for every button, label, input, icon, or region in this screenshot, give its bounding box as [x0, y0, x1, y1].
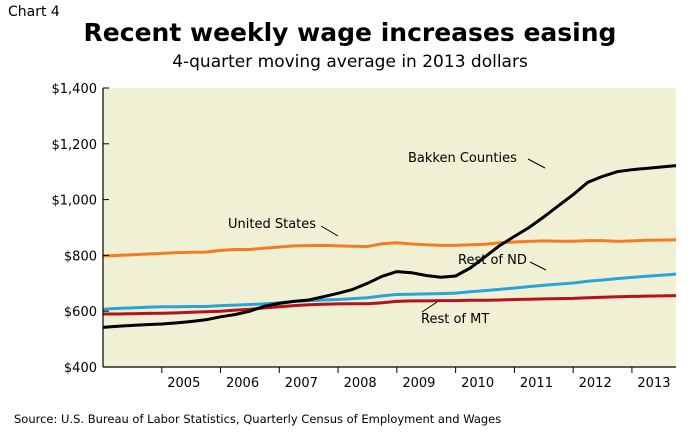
series-line-bakken-counties [102, 164, 677, 329]
x-tick-label: 2008 [344, 376, 377, 391]
series-lines [102, 164, 677, 329]
chart-number-label: Chart 4 [8, 4, 60, 20]
y-tick-label: $800 [64, 249, 97, 264]
source-note: Source: U.S. Bureau of Labor Statistics,… [14, 412, 502, 426]
x-tick-label: 2012 [579, 376, 612, 391]
x-tick-label: 2011 [520, 376, 553, 391]
annotation-rest-of-mt: Rest of MT [421, 312, 489, 327]
leader-line-rest-of-nd [529, 261, 547, 271]
y-tick-label: $1,000 [52, 194, 98, 209]
series-line-rest-of-mt [103, 294, 677, 316]
x-tick-label: 2005 [167, 376, 200, 391]
annotation-bakken-counties: Bakken Counties [408, 151, 517, 166]
plot-area [103, 88, 676, 367]
x-tick-label: 2007 [285, 376, 318, 391]
y-tick-label: $1,400 [52, 82, 98, 97]
chart-title: Recent weekly wage increases easing [83, 18, 617, 47]
leader-line-bakken-counties [527, 158, 546, 169]
x-tick-label: 2009 [402, 376, 435, 391]
chart-subtitle: 4-quarter moving average in 2013 dollars [172, 52, 528, 72]
y-axis-ticks: $400 $600 $800 $1,000 $1,200 $1,400 [52, 82, 109, 376]
y-tick-label: $600 [64, 305, 97, 320]
leader-line-united-states [320, 225, 339, 237]
leader-line-rest-of-mt [421, 301, 438, 313]
y-tick-label: $400 [64, 361, 97, 376]
annotation-united-states: United States [228, 217, 316, 232]
annotations: Bakken Counties United States Rest of ND… [228, 151, 547, 327]
x-axis-ticks: 2005 2006 2007 2008 2009 2010 2011 2012 2013 [161, 367, 671, 391]
x-tick-label: 2010 [461, 376, 494, 391]
series-line-united-states [102, 238, 677, 258]
y-tick-label: $1,200 [52, 138, 98, 153]
annotation-rest-of-nd: Rest of ND [458, 253, 527, 268]
x-tick-label: 2013 [637, 376, 670, 391]
x-tick-label: 2006 [226, 376, 259, 391]
series-line-rest-of-nd [102, 272, 677, 311]
axes [102, 88, 676, 368]
